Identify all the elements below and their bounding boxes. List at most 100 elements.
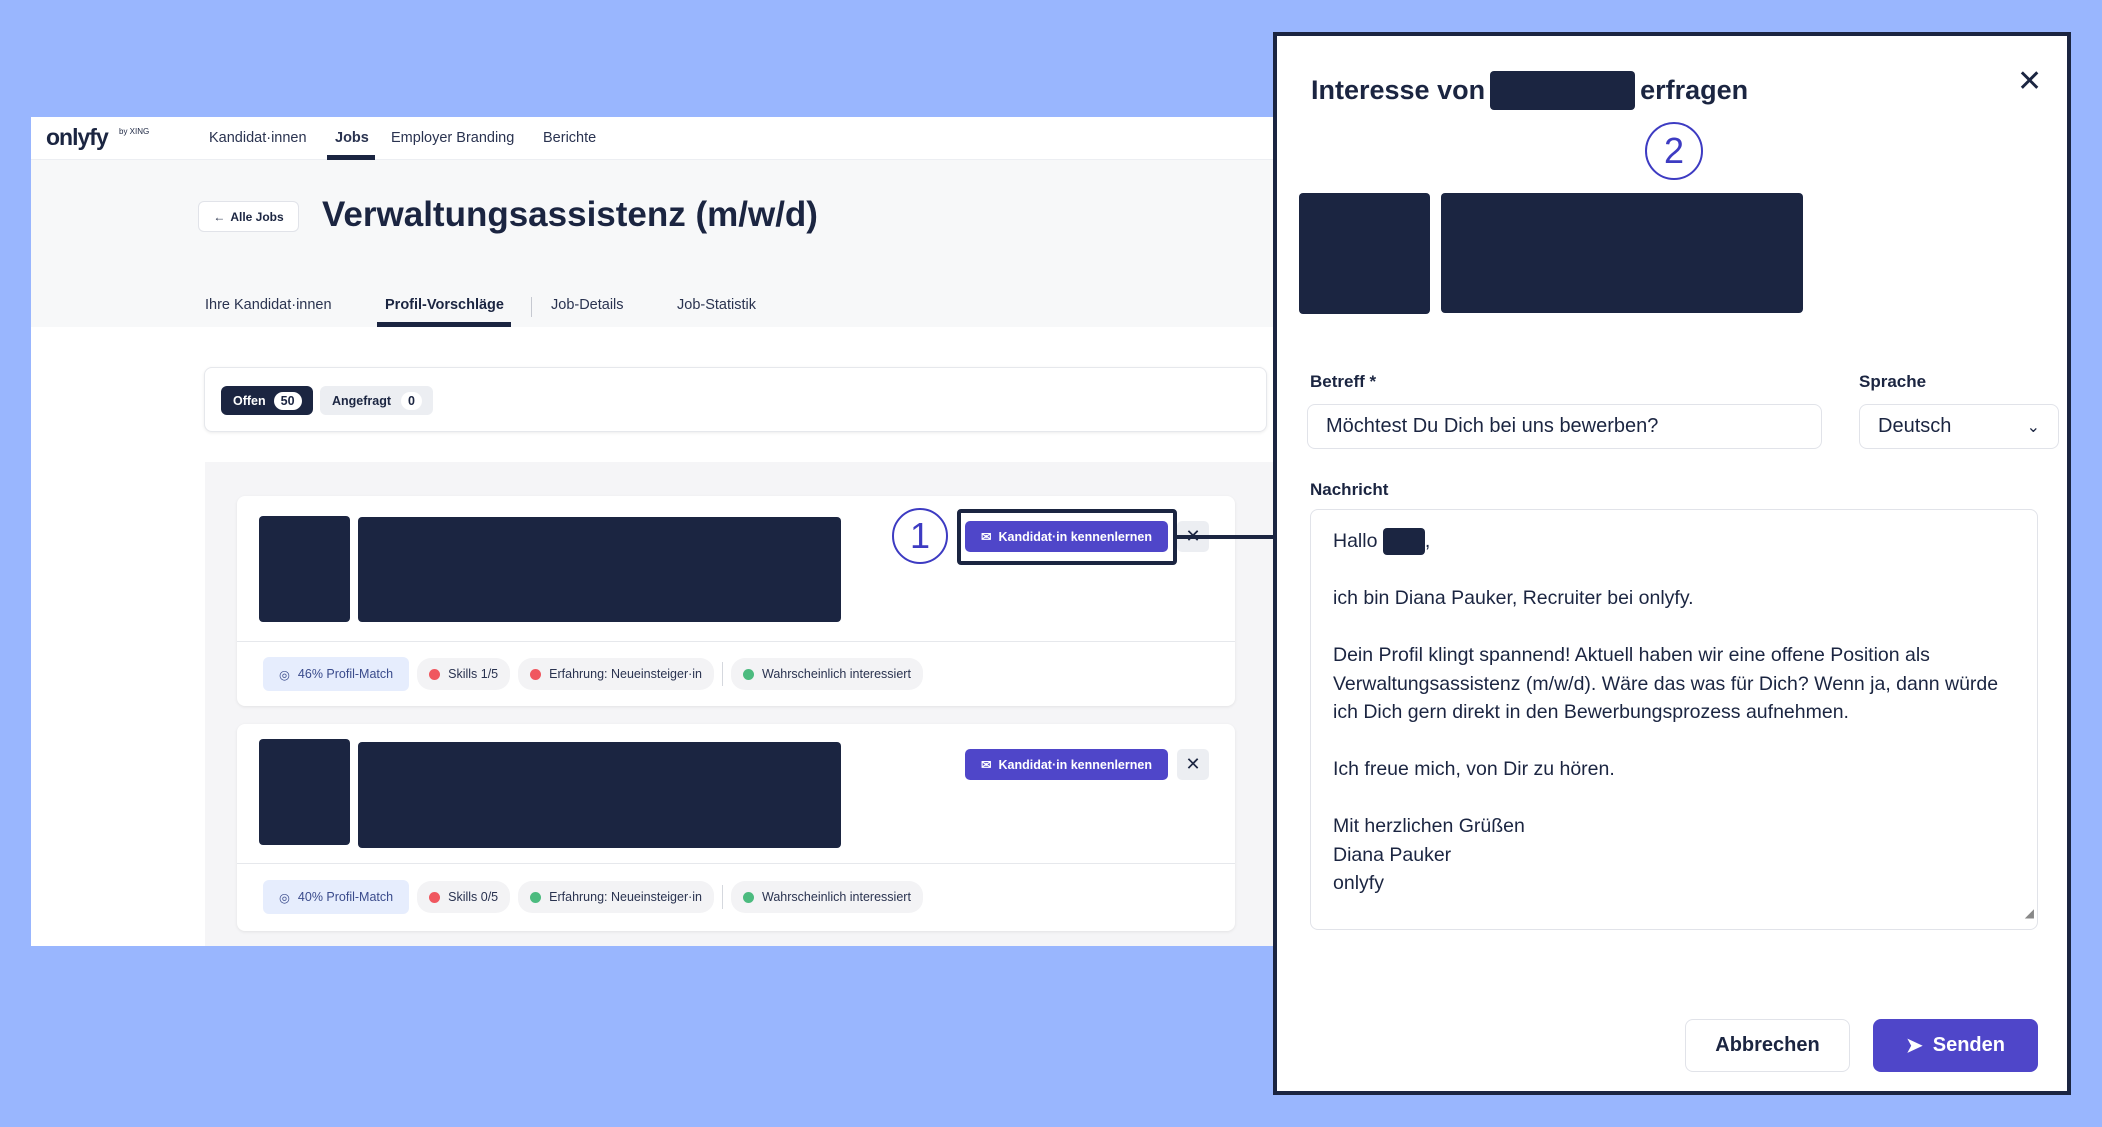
highlight-box: [957, 509, 1177, 565]
mail-icon: ✉: [981, 530, 992, 544]
message-greeting: Hallo ,: [1333, 527, 2015, 556]
kennenlernen-button[interactable]: ✉ Kandidat·in kennenlernen: [965, 521, 1168, 552]
redacted-profile: [358, 517, 841, 622]
redacted-firstname: [1382, 528, 1425, 556]
divider: [237, 863, 1235, 864]
arrow-left-icon: ←: [213, 209, 226, 224]
status-dot: [530, 668, 542, 680]
mail-icon: ✉: [981, 758, 992, 772]
tab-ihre-kandidatinnen[interactable]: Ihre Kandidat·innen: [205, 297, 332, 313]
title-prefix: Interesse von: [1311, 75, 1486, 105]
top-nav: onlyfy by XING Kandidat·innen Jobs Emplo…: [31, 117, 1281, 160]
message-label: Nachricht: [1310, 480, 1389, 499]
title-suffix: erfragen: [1640, 75, 1749, 105]
filter-bar: Offen 50 Angefragt 0: [204, 367, 1267, 432]
subject-input[interactable]: Möchtest Du Dich bei uns bewerben?: [1307, 404, 1822, 449]
message-paragraph: Dein Profil klingt spannend! Aktuell hab…: [1333, 644, 1999, 723]
chip-separator: [722, 662, 724, 686]
redacted-profile: [1441, 193, 1803, 313]
status-dot: [530, 891, 542, 903]
close-icon: ✕: [1185, 754, 1201, 774]
message-signature-company: onlyfy: [1333, 872, 1384, 894]
modal-title: Interesse von erfragen: [1311, 71, 1748, 110]
nav-jobs[interactable]: Jobs: [335, 130, 369, 146]
connector-line: [1177, 535, 1275, 539]
message-signoff: Mit herzlichen Grüßen: [1333, 815, 1525, 837]
tab-divider: [531, 297, 532, 317]
logo: onlyfy: [46, 124, 109, 150]
greeting-comma: ,: [1424, 530, 1431, 552]
filter-label: Offen: [233, 393, 266, 408]
experience-label: Erfahrung: Neueinsteiger·in: [549, 667, 703, 681]
skills-label: Skills 1/5: [448, 667, 499, 681]
interest-chip: Wahrscheinlich interessiert: [731, 658, 923, 690]
button-label: Kandidat·in kennenlernen: [998, 757, 1152, 772]
send-icon: ➤: [1905, 1035, 1923, 1057]
nav-employer-branding[interactable]: Employer Branding: [391, 130, 515, 146]
experience-label: Erfahrung: Neueinsteiger·in: [549, 890, 703, 904]
redacted-avatar: [259, 739, 350, 845]
button-label: Kandidat·in kennenlernen: [998, 529, 1152, 544]
greeting-text: Hallo: [1333, 530, 1378, 552]
resize-handle-icon[interactable]: ◢: [2024, 905, 2034, 920]
nav-kandidatinnen[interactable]: Kandidat·innen: [209, 130, 307, 146]
experience-chip: Erfahrung: Neueinsteiger·in: [518, 881, 715, 913]
language-select[interactable]: Deutsch ⌄: [1859, 404, 2059, 449]
tab-job-statistik[interactable]: Job-Statistik: [677, 297, 756, 313]
target-icon: ◎: [279, 890, 290, 905]
experience-chip: Erfahrung: Neueinsteiger·in: [518, 658, 715, 690]
message-signature-name: Diana Pauker: [1333, 843, 1452, 866]
status-dot: [743, 891, 755, 903]
skills-chip: Skills 0/5: [417, 881, 511, 913]
message-textarea[interactable]: Hallo , ich bin Diana Pauker, Recruiter …: [1310, 509, 2038, 930]
redacted-avatar: [259, 516, 350, 622]
logo-sub: by XING: [119, 127, 150, 136]
chevron-down-icon: ⌄: [2026, 418, 2040, 436]
message-paragraph: Ich freue mich, von Dir zu hören.: [1333, 758, 1615, 780]
close-icon[interactable]: ✕: [2017, 65, 2043, 98]
page-title: Verwaltungsassistenz (m/w/d): [322, 195, 818, 234]
tab-job-details[interactable]: Job-Details: [551, 297, 624, 313]
candidate-card: ✉ Kandidat·in kennenlernen ✕ ◎ 40% Profil-…: [237, 724, 1235, 931]
subject-label: Betreff *: [1310, 372, 1377, 391]
candidate-card: ✉Kandidat·in kennenlernen ✕ ◎46% Profil-…: [237, 496, 1235, 706]
skills-chip: Skills 1/5: [417, 658, 511, 690]
tab-profil-vorschlaege[interactable]: Profil-Vorschläge: [385, 297, 504, 313]
profil-match-badge: ◎ 40% Profil-Match: [263, 880, 410, 914]
cancel-button[interactable]: Abbrechen: [1685, 1019, 1850, 1072]
send-label: Senden: [1932, 1034, 2005, 1056]
language-label: Sprache: [1859, 372, 1927, 391]
target-icon: ◎: [279, 667, 290, 682]
nav-berichte[interactable]: Berichte: [543, 130, 597, 146]
language-value: Deutsch: [1878, 415, 1952, 437]
back-label: Alle Jobs: [230, 209, 284, 224]
dismiss-button[interactable]: ✕: [1177, 749, 1209, 780]
redacted-name: [1490, 71, 1636, 110]
match-label: 40% Profil-Match: [297, 890, 394, 904]
status-dot: [743, 668, 755, 680]
skills-label: Skills 0/5: [448, 890, 499, 904]
filter-angefragt[interactable]: Angefragt 0: [320, 386, 433, 415]
step-2-marker: 2: [1645, 122, 1703, 180]
divider: [237, 641, 1235, 642]
step-1-marker: 1: [892, 508, 948, 564]
redacted-avatar: [1299, 193, 1430, 314]
status-dot: [429, 891, 441, 903]
interest-label: Wahrscheinlich interessiert: [762, 667, 911, 681]
send-button[interactable]: ➤ Senden: [1873, 1019, 2038, 1072]
app-screenshot: onlyfy by XING Kandidat·innen Jobs Emplo…: [31, 117, 1281, 946]
candidate-tags: ◎ 40% Profil-Match Skills 0/5 Erfahrung: …: [263, 880, 923, 914]
interest-chip: Wahrscheinlich interessiert: [731, 881, 923, 913]
back-button[interactable]: ← Alle Jobs: [198, 201, 299, 232]
candidate-tags: ◎ 46% Profil-Match Skills 1/5 Erfahrung: …: [263, 657, 923, 691]
interest-modal: Interesse von erfragen ✕ 2 Betreff * Spr…: [1273, 32, 2071, 1095]
interest-label: Wahrscheinlich interessiert: [762, 890, 911, 904]
message-paragraph: ich bin Diana Pauker, Recruiter bei only…: [1333, 587, 1694, 609]
tab-active-indicator: [377, 322, 511, 327]
kennenlernen-button[interactable]: ✉ Kandidat·in kennenlernen: [965, 749, 1168, 780]
chip-separator: [722, 885, 724, 909]
match-label: 46% Profil-Match: [297, 667, 394, 681]
filter-count: 50: [273, 391, 302, 410]
nav-active-indicator: [327, 155, 375, 160]
filter-offen[interactable]: Offen 50: [221, 386, 313, 415]
